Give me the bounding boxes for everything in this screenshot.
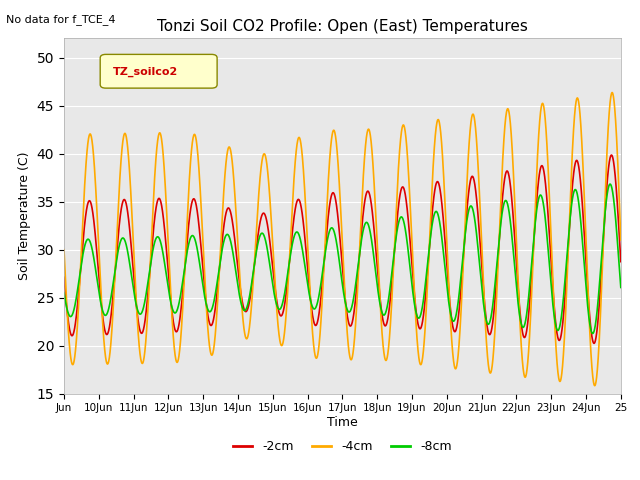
FancyBboxPatch shape (100, 54, 217, 88)
Title: Tonzi Soil CO2 Profile: Open (East) Temperatures: Tonzi Soil CO2 Profile: Open (East) Temp… (157, 20, 528, 35)
-2cm (393, 219, 401, 225)
-8cm (523, 313, 531, 319)
-8cm (175, 299, 183, 304)
-2cm (523, 329, 531, 335)
-2cm (175, 319, 183, 325)
X-axis label: Time: Time (327, 416, 358, 429)
-4cm (537, 107, 545, 113)
-4cm (60, 247, 68, 252)
-2cm (617, 259, 625, 264)
-2cm (590, 340, 598, 346)
-4cm (608, 90, 616, 96)
-8cm (363, 220, 371, 226)
-4cm (591, 383, 598, 388)
-4cm (523, 371, 531, 376)
-2cm (363, 189, 371, 195)
-2cm (60, 275, 68, 280)
Line: -8cm: -8cm (64, 184, 621, 334)
Line: -2cm: -2cm (64, 155, 621, 343)
-8cm (495, 237, 503, 242)
-8cm (606, 181, 614, 187)
Text: TZ_soilco2: TZ_soilco2 (113, 66, 179, 77)
-4cm (393, 194, 401, 200)
-2cm (495, 240, 503, 245)
Legend: -2cm, -4cm, -8cm: -2cm, -4cm, -8cm (228, 435, 456, 458)
-8cm (617, 285, 625, 290)
Y-axis label: Soil Temperature (C): Soil Temperature (C) (18, 152, 31, 280)
Line: -4cm: -4cm (64, 93, 621, 385)
-8cm (393, 229, 401, 235)
-2cm (537, 164, 545, 170)
-4cm (617, 237, 625, 243)
-2cm (607, 152, 615, 158)
-4cm (175, 349, 183, 355)
-8cm (589, 331, 596, 336)
Text: No data for f_TCE_4: No data for f_TCE_4 (6, 14, 116, 25)
-4cm (495, 237, 503, 243)
-8cm (60, 289, 68, 295)
-4cm (363, 131, 371, 136)
-8cm (537, 192, 545, 198)
